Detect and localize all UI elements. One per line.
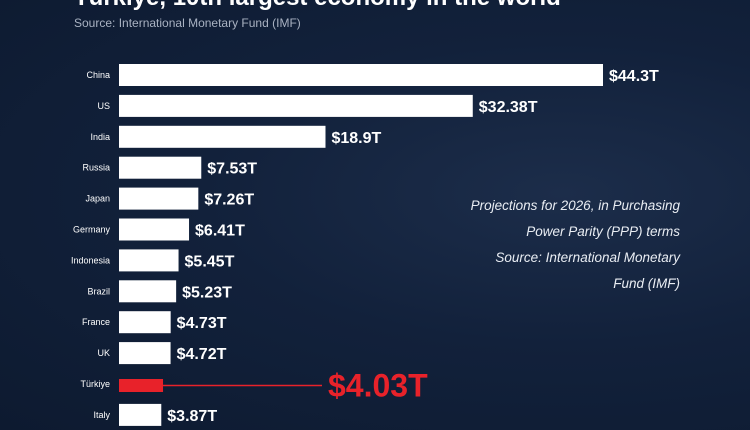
note-line-1: Projections for 2026, in Purchasing xyxy=(470,198,680,213)
value-label-russia: $7.53T xyxy=(207,161,257,178)
value-label-us: $32.38T xyxy=(479,99,538,116)
chart-source: Source: International Monetary Fund (IMF… xyxy=(74,16,301,30)
category-label-brazil: Brazil xyxy=(87,286,110,296)
category-label-china: China xyxy=(86,70,110,80)
value-label-germany: $6.41T xyxy=(195,223,245,240)
value-label-turkiye: $4.03T xyxy=(328,368,428,404)
category-label-france: France xyxy=(82,317,110,327)
note-line-4: Fund (IMF) xyxy=(613,276,680,291)
bar-japan xyxy=(119,187,199,210)
category-label-japan: Japan xyxy=(85,194,110,204)
value-label-japan: $7.26T xyxy=(204,192,254,209)
bar-russia xyxy=(119,156,202,179)
category-label-germany: Germany xyxy=(73,225,111,235)
value-label-italy: $3.87T xyxy=(167,408,217,425)
bar-india xyxy=(119,125,326,148)
category-label-turkiye: Türkiye xyxy=(80,379,110,389)
category-label-uk: UK xyxy=(97,348,110,358)
note-line-2: Power Parity (PPP) terms xyxy=(526,224,680,239)
bar-indonesia xyxy=(119,249,179,272)
value-label-china: $44.3T xyxy=(609,68,659,85)
bar-italy xyxy=(119,403,162,426)
value-label-brazil: $5.23T xyxy=(182,284,232,301)
bar-us xyxy=(119,94,473,117)
bar-turkiye xyxy=(119,379,164,392)
category-label-russia: Russia xyxy=(82,163,110,173)
note-line-3: Source: International Monetary xyxy=(495,250,680,265)
chart-title: Türkiye, 10th largest economy in the wor… xyxy=(74,0,561,12)
value-label-uk: $4.72T xyxy=(177,346,227,363)
value-label-france: $4.73T xyxy=(177,315,227,332)
value-label-india: $18.9T xyxy=(331,130,381,147)
category-label-indonesia: Indonesia xyxy=(71,255,110,265)
category-label-india: India xyxy=(90,132,110,142)
bar-germany xyxy=(119,218,190,241)
category-label-italy: Italy xyxy=(93,410,110,420)
category-label-us: US xyxy=(97,101,110,111)
bar-brazil xyxy=(119,280,177,303)
value-label-indonesia: $5.45T xyxy=(185,253,235,270)
bar-uk xyxy=(119,342,171,365)
bar-china xyxy=(119,64,603,86)
bar-france xyxy=(119,311,171,334)
projection-note: Projections for 2026, in Purchasing Powe… xyxy=(380,193,680,297)
